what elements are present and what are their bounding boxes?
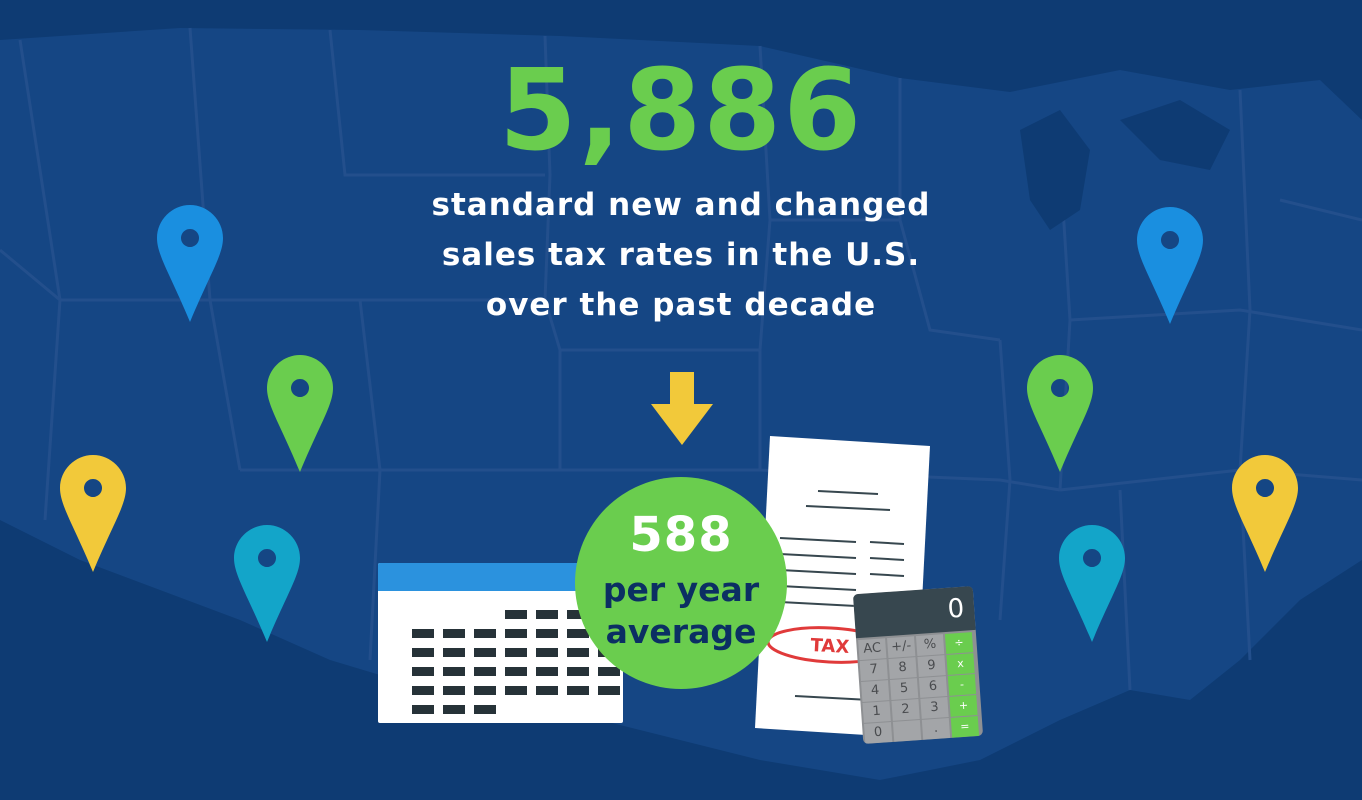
headline-line-1: standard new and changed — [431, 187, 931, 223]
calendar-day-cell — [412, 629, 434, 638]
calendar-day-cell — [412, 686, 434, 695]
location-pin-icon — [157, 205, 223, 322]
calendar-day-cell — [505, 648, 527, 657]
calculator-key: + — [949, 695, 978, 717]
calculator-key: 6 — [918, 676, 948, 698]
calculator-key: 2 — [891, 699, 920, 721]
calendar-day-cell — [443, 648, 465, 657]
calculator-key: - — [947, 674, 977, 696]
location-pin-icon — [60, 455, 126, 572]
calendar-day-cell — [505, 610, 527, 619]
headline-line-2: sales tax rates in the U.S. — [441, 237, 921, 273]
calculator-key: . — [921, 717, 951, 740]
location-pin-icon — [1027, 355, 1093, 472]
calendar-day-cell — [412, 667, 434, 676]
calendar-day-cell — [474, 705, 496, 714]
location-pin-icon — [1232, 455, 1298, 572]
calendar-day-cell — [598, 667, 620, 676]
calendar-day-cell — [505, 667, 527, 676]
location-pin-icon — [267, 355, 333, 472]
calendar-day-cell — [567, 667, 589, 676]
per-year-label: per year — [602, 570, 760, 609]
calculator-icon: 0 AC +/-% ÷ 7 8 9 x 4 5 6- 1 2 3 +0. = — [852, 585, 984, 745]
calendar-day-cell — [443, 686, 465, 695]
calculator-key: 7 — [859, 659, 888, 682]
calculator-key: 8 — [888, 657, 917, 679]
calendar-day-cell — [474, 667, 496, 676]
calendar-day-cell — [598, 686, 620, 695]
location-pin-icon — [1059, 525, 1125, 642]
calendar-day-cell — [536, 610, 558, 619]
headline-line-3: over the past decade — [485, 287, 877, 323]
per-year-number: 588 — [629, 507, 733, 563]
great-lakes — [1020, 100, 1230, 230]
calendar-day-cell — [536, 648, 558, 657]
calendar-day-cell — [474, 686, 496, 695]
calculator-key — [892, 720, 922, 742]
calculator-body: 0 AC +/-% ÷ 7 8 9 x 4 5 6- 1 2 3 +0. = — [852, 585, 984, 745]
calendar-day-cell — [412, 705, 434, 714]
calculator-key: 1 — [862, 701, 891, 723]
calendar-day-cell — [443, 705, 465, 714]
per-year-badge: 588 per year average — [575, 477, 787, 689]
calculator-key: x — [946, 653, 975, 675]
location-pin-icon — [1137, 207, 1203, 324]
calendar-day-cell — [505, 686, 527, 695]
headline-subtext: standard new and changed sales tax rates… — [0, 180, 1362, 330]
calculator-key: 5 — [889, 678, 919, 700]
calendar-day-cell — [474, 629, 496, 638]
location-pin-icon — [234, 525, 300, 642]
average-label: average — [605, 612, 757, 651]
calculator-key: % — [915, 634, 945, 657]
calendar-day-cell — [412, 648, 434, 657]
calendar-day-cell — [536, 686, 558, 695]
calculator-screen: 0 — [852, 585, 976, 639]
calculator-key: ÷ — [944, 632, 974, 654]
calculator-key: AC — [858, 638, 887, 661]
calculator-key: = — [950, 715, 980, 738]
calculator-key: 3 — [920, 697, 949, 719]
calculator-display: 0 — [946, 593, 966, 625]
calendar-day-cell — [567, 648, 589, 657]
calculator-key: 0 — [863, 722, 893, 744]
calendar-day-cell — [536, 629, 558, 638]
calendar-day-cell — [505, 629, 527, 638]
calendar-day-cell — [443, 667, 465, 676]
headline-number: 5,886 — [498, 46, 864, 176]
arrow-down-icon — [651, 372, 713, 445]
calculator-key: 9 — [917, 655, 946, 677]
calendar-day-cell — [443, 629, 465, 638]
calendar-day-cell — [536, 667, 558, 676]
calendar-day-cell — [567, 629, 589, 638]
calendar-day-cell — [474, 648, 496, 657]
calendar-day-cell — [567, 686, 589, 695]
calendar-day-cell — [567, 610, 589, 619]
calculator-key: +/- — [887, 636, 916, 659]
calculator-key: 4 — [861, 680, 890, 702]
